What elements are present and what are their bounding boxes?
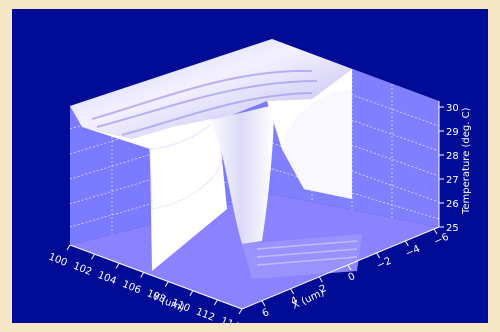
x-tick-label: 2: [318, 283, 328, 296]
x-tick-label: 4: [289, 295, 299, 308]
z-tick-label: 30: [446, 103, 459, 114]
z-tick-label: 26: [446, 199, 459, 210]
x-tick-mark: [290, 288, 295, 295]
x-tick-mark: [404, 240, 409, 247]
y-tick-mark: [66, 244, 71, 251]
surface-valley: [207, 105, 274, 244]
x-tick-mark: [376, 252, 381, 259]
x-tick-label: −4: [404, 244, 422, 260]
valley-floor-stripes: [256, 240, 358, 266]
x-tick-mark: [318, 276, 323, 283]
x-axis-title: X (um): [291, 287, 326, 311]
y-tick-label: 104: [96, 270, 118, 287]
x-tick-mark: [433, 228, 438, 235]
z-tick-label: 25: [446, 223, 459, 234]
y-tick-label: 106: [121, 279, 143, 296]
y-tick-label: 102: [71, 261, 93, 278]
y-tick-mark: [91, 253, 96, 260]
y-tick-mark: [189, 290, 194, 296]
y-tick-label: 112: [194, 306, 216, 323]
surface-left-cavity: [149, 117, 223, 210]
y-tick-label: 100: [47, 252, 69, 269]
axis-lines: [69, 101, 440, 310]
y-axis-title: Y (um): [150, 291, 186, 314]
y-tick-mark: [115, 263, 120, 269]
y-tick-mark: [140, 272, 145, 278]
x-tick-mark: [347, 264, 352, 271]
x-tick-label: 0: [347, 271, 357, 284]
surface-stripes: [91, 69, 318, 136]
z-tick-label: 28: [446, 151, 459, 162]
y-tick-mark: [238, 308, 243, 315]
surface-valley-floor: [242, 234, 362, 279]
z-tick-label: 27: [446, 175, 459, 186]
z-axis-ticks: 25 26 27 28 29 30: [439, 103, 459, 234]
x-tick-label: −2: [375, 256, 393, 272]
z-tick-label: 29: [446, 127, 459, 138]
y-tick-mark: [164, 281, 169, 287]
x-tick-label: 6: [261, 307, 271, 320]
z-axis-title: Temperature (deg. C): [461, 107, 472, 215]
x-tick-mark: [261, 300, 266, 307]
y-tick-label: 114: [219, 316, 241, 323]
y-tick-mark: [213, 299, 218, 306]
surface-right-cavity: [282, 89, 352, 199]
